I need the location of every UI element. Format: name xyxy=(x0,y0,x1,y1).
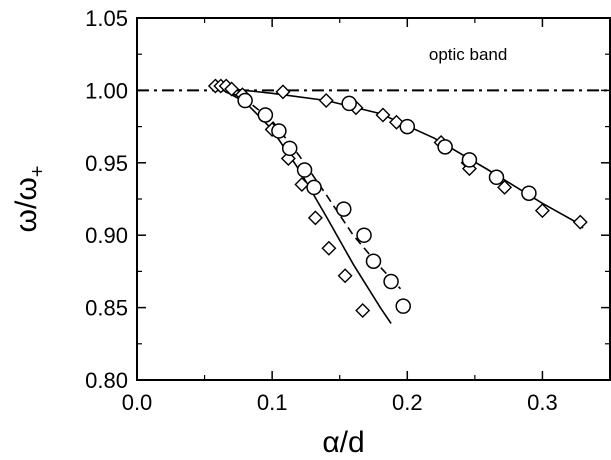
data-point-circle xyxy=(395,298,411,314)
data-point-diamond xyxy=(572,214,588,230)
data-point-diamond xyxy=(375,107,391,123)
data-point-circle xyxy=(341,95,357,112)
x-tick-label: 0.3 xyxy=(527,390,558,415)
y-tick-label: 1.05 xyxy=(85,6,128,31)
data-point-circle xyxy=(296,162,313,178)
x-tick-label: 0.1 xyxy=(257,390,288,415)
y-tick-label: 1.00 xyxy=(85,78,128,103)
y-axis-title: ω/ω+ xyxy=(10,166,49,233)
data-point-diamond xyxy=(534,203,550,219)
data-point-diamond xyxy=(337,268,353,284)
data-point-diamond xyxy=(497,179,513,195)
axis-tick-labels: 0.0 0.1 0.2 0.3 0.80 0.85 0.90 0.95 1.00 1.05 xyxy=(85,6,558,415)
fit-curve-solid-1 xyxy=(217,86,392,324)
data-markers xyxy=(207,78,588,318)
data-point-circle xyxy=(461,152,478,168)
data-point-circle xyxy=(306,179,322,196)
axis-ticks xyxy=(136,17,610,381)
y-tick-label: 0.90 xyxy=(85,223,128,248)
data-point-diamond xyxy=(355,303,371,318)
data-point-diamond xyxy=(318,93,334,109)
data-point-diamond xyxy=(307,210,323,226)
data-point-circle xyxy=(336,201,352,217)
y-tick-label: 0.85 xyxy=(85,296,128,321)
data-point-diamond xyxy=(321,240,337,256)
data-point-diamond xyxy=(294,177,310,193)
annotation-optic-band: optic band xyxy=(429,45,507,64)
y-axis-title-main: ω/ω xyxy=(10,177,43,232)
fit-curve-solid-0 xyxy=(231,88,584,229)
data-point-diamond xyxy=(224,81,240,97)
data-point-circle xyxy=(237,92,253,109)
data-point-circle xyxy=(488,169,505,186)
data-point-circle xyxy=(399,118,416,135)
plot-area-border xyxy=(136,17,611,381)
x-tick-label: 0.0 xyxy=(122,390,153,415)
data-point-circle xyxy=(271,123,287,139)
x-axis-title: α/d xyxy=(322,426,364,459)
data-point-circle xyxy=(521,185,537,201)
x-tick-label: 0.2 xyxy=(392,390,423,415)
data-point-circle xyxy=(437,139,453,155)
y-axis-title-subscript: + xyxy=(27,166,49,178)
data-point-circle xyxy=(383,273,399,290)
data-point-circle xyxy=(281,140,298,157)
y-tick-label: 0.95 xyxy=(85,151,128,176)
y-tick-label: 0.80 xyxy=(85,368,128,393)
plot-frame xyxy=(136,17,611,381)
data-point-circle xyxy=(257,107,274,123)
data-point-diamond xyxy=(275,84,291,100)
data-point-circle xyxy=(365,253,382,270)
data-point-circle xyxy=(356,227,372,243)
